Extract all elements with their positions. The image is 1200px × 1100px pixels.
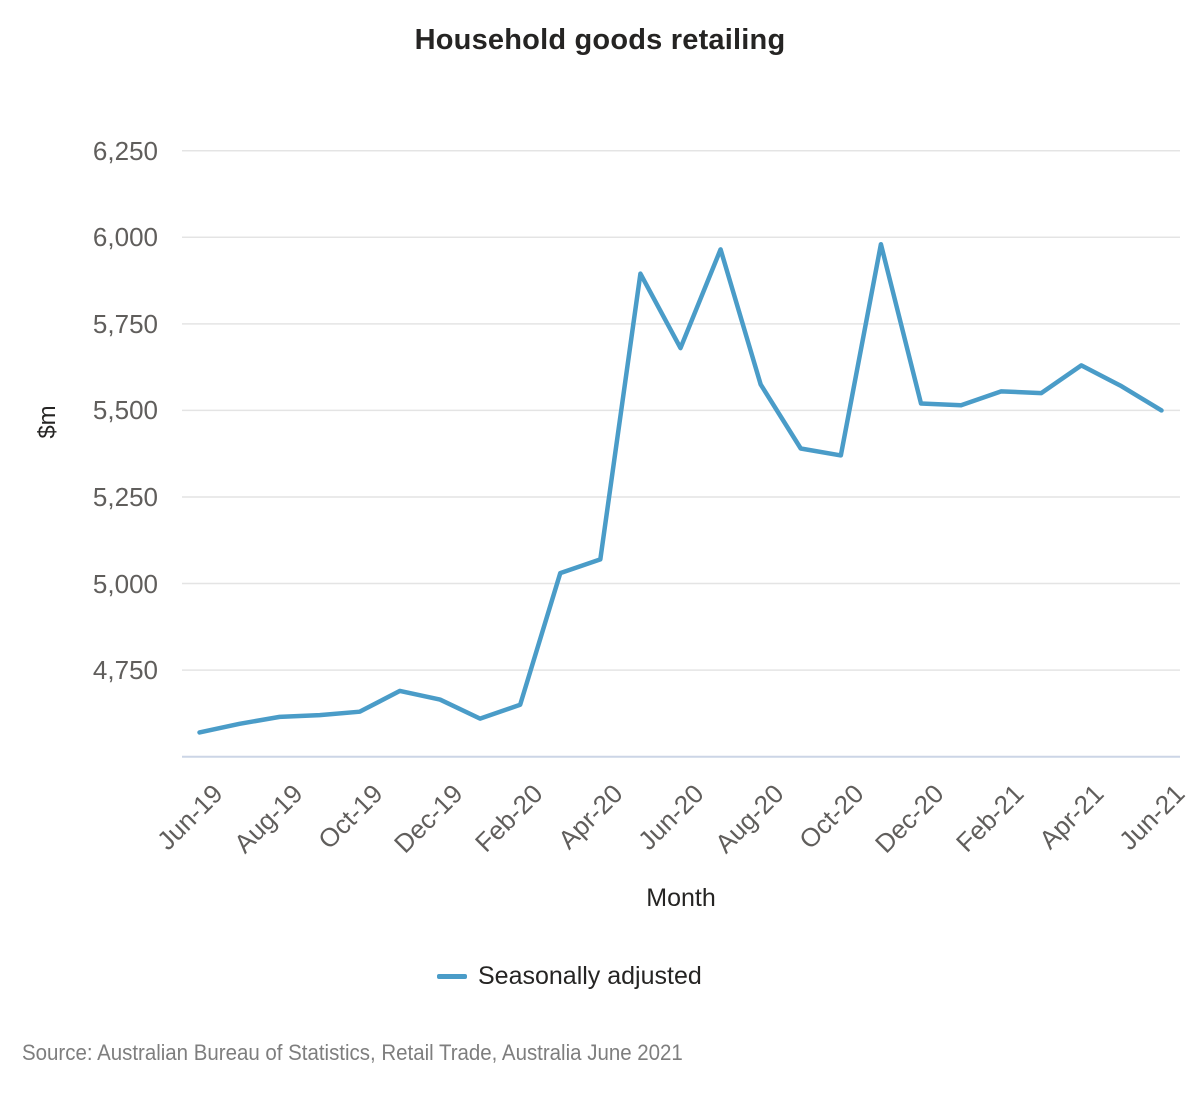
y-tick-label: 5,750 [92, 308, 158, 339]
y-tick-label: 4,750 [92, 655, 158, 686]
series-line-seasonally-adjusted [197, 241, 1164, 735]
y-tick-label: 5,250 [92, 481, 158, 512]
chart-title: Household goods retailing [414, 24, 786, 56]
legend: Seasonally adjusted [437, 962, 702, 991]
y-tick-label: 5,000 [92, 568, 158, 599]
legend-line-swatch [437, 974, 467, 979]
y-tick-label: 5,500 [92, 395, 158, 426]
x-axis-title: Month [646, 884, 716, 912]
legend-series-label: Seasonally adjusted [478, 962, 702, 990]
y-tick-label: 6,000 [92, 222, 158, 253]
y-tick-label: 6,250 [92, 135, 158, 166]
source-note: Source: Australian Bureau of Statistics,… [22, 1040, 683, 1065]
